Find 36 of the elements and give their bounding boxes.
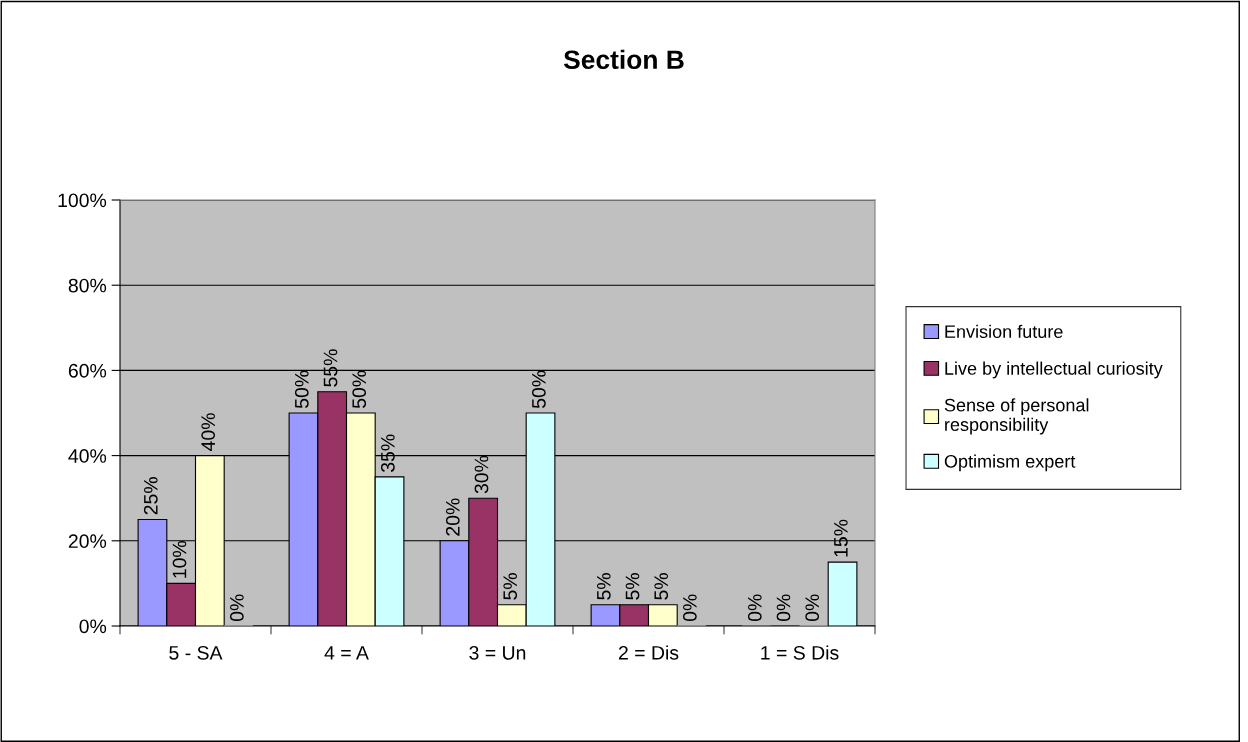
y-tick-label: 100% bbox=[58, 193, 107, 208]
chart-title: Section B bbox=[563, 49, 684, 70]
y-tick-label: 0% bbox=[79, 619, 107, 634]
data-label: 5% bbox=[503, 573, 518, 600]
legend-label: Optimism expert bbox=[944, 454, 1076, 472]
y-tick-label: 20% bbox=[68, 534, 107, 549]
data-label: 5% bbox=[625, 573, 640, 600]
x-tick-label: 5 - SA bbox=[169, 645, 223, 660]
data-label: 35% bbox=[380, 434, 395, 472]
data-label: 0% bbox=[805, 594, 820, 622]
y-tick-label: 80% bbox=[68, 278, 107, 293]
data-label: 25% bbox=[143, 477, 158, 515]
x-tick-label: 4 = A bbox=[324, 646, 369, 660]
data-label: 0% bbox=[229, 594, 244, 622]
y-tick-label: 60% bbox=[68, 363, 107, 378]
data-label: 15% bbox=[834, 519, 848, 557]
data-label: 5% bbox=[597, 573, 611, 600]
data-label: 55% bbox=[323, 349, 338, 387]
data-label: 5% bbox=[654, 573, 669, 600]
data-label: 40% bbox=[201, 413, 216, 451]
data-label: 50% bbox=[352, 370, 367, 409]
legend-label: Sense of personal responsibility bbox=[944, 398, 1089, 435]
legend-label: Envision future bbox=[945, 324, 1063, 339]
y-tick-label: 40% bbox=[68, 449, 107, 463]
data-label: 50% bbox=[294, 370, 309, 409]
data-label: 0% bbox=[682, 594, 697, 622]
data-label: 10% bbox=[172, 541, 187, 578]
x-tick-label: 2 = Dis bbox=[618, 645, 679, 660]
data-label: 50% bbox=[531, 370, 546, 409]
x-tick-label: 1 = S Dis bbox=[761, 645, 839, 660]
legend-label: Live by intellectual curiosity bbox=[945, 361, 1163, 379]
data-label: 20% bbox=[445, 498, 460, 536]
x-tick-label: 3 = Un bbox=[469, 645, 526, 660]
data-label: 30% bbox=[474, 455, 489, 494]
data-label: 0% bbox=[776, 594, 791, 622]
data-label: 0% bbox=[747, 594, 762, 622]
